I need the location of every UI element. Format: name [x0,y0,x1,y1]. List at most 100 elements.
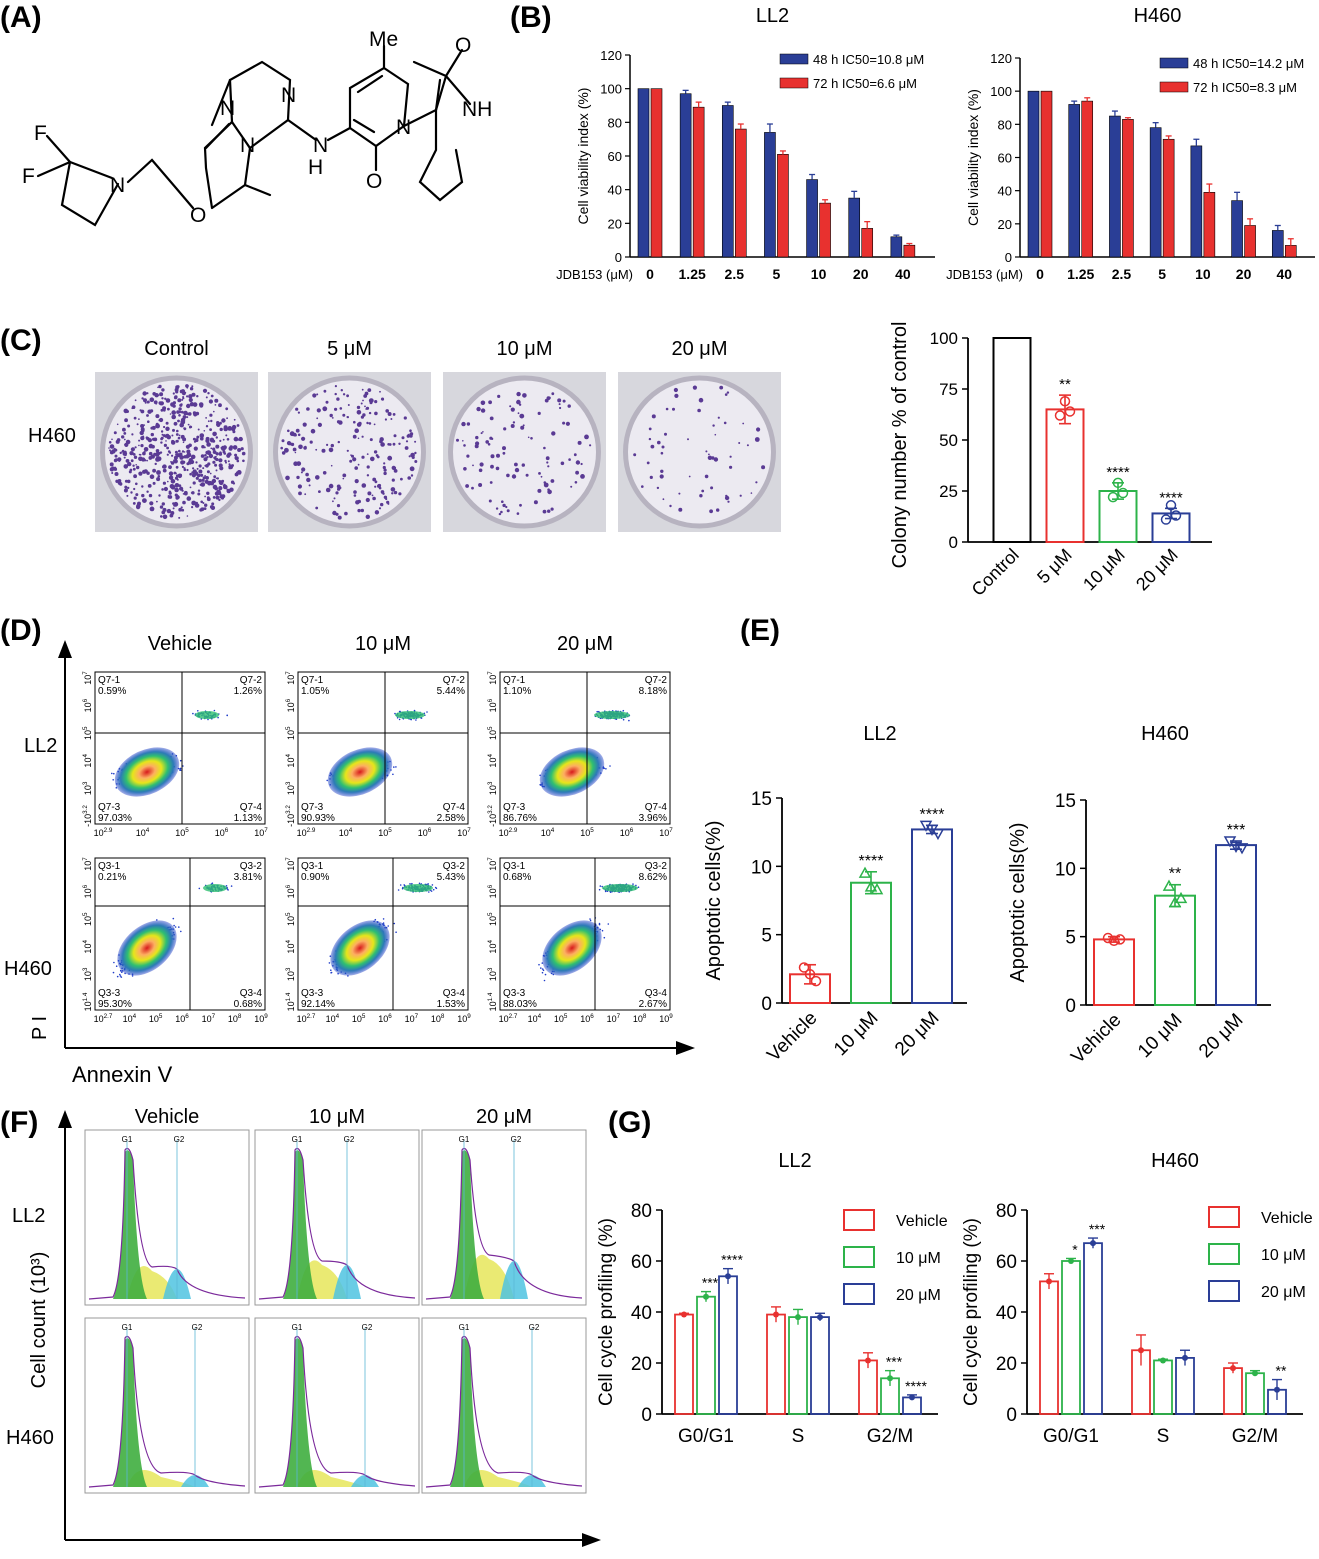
significance-label: ** [1169,866,1181,883]
g1-label: G1 [459,1323,470,1332]
x-tick-label: 10 [811,266,827,282]
quadrant-name: Q7-3 [301,802,324,813]
apoptosis-point [804,969,816,980]
g1-label: G1 [122,1135,133,1144]
flow-y-tick: 105 [82,912,93,926]
hist-outline [88,1147,246,1300]
x-tick-label: 10 μM [1134,1010,1186,1062]
viability-bar [1122,119,1134,258]
apoptosis-bar [1093,938,1135,1007]
y-tick-label: 40 [631,1303,652,1324]
quadrant-value: 0.21% [98,872,126,883]
g2-label: G2 [511,1135,522,1144]
quadrant-value: 3.96% [639,813,667,824]
apoptosis-point [858,866,872,878]
flow-y-tick: 104 [82,940,93,954]
atom-f2: F [22,165,35,188]
flow-cluster [195,711,219,719]
viability-bar [1109,115,1121,258]
apoptosis-title: LL2 [863,723,896,745]
legend-label: 72 h IC50=8.3 μM [1193,80,1297,95]
flow-y-tick: 103 [82,781,93,795]
x-tick-label: 20 [853,266,869,282]
significance-label: ** [1276,1363,1287,1379]
y-tick-label: 60 [996,1252,1017,1273]
quadrant-name: Q3-1 [503,861,526,872]
atom-f1: F [34,122,47,145]
significance-label: **** [1159,489,1183,506]
panel-c-colony: H460 Control 5 μM 10 μM 20 μM [28,338,781,532]
flow-y-tick: 107 [487,671,498,685]
legend-swatch [843,1283,875,1305]
viability-bar [890,236,903,258]
x-tick-label: G2/M [867,1426,913,1447]
g2-label: G2 [344,1135,355,1144]
colony-point [1059,395,1071,407]
y-tick-label: 15 [1055,791,1076,812]
flow-x-tick: 107 [659,827,673,838]
quadrant-value: 95.30% [98,999,132,1010]
cellcycle-point [1068,1258,1074,1264]
flow-x-tick: 105 [175,827,189,838]
legend-label: 48 h IC50=10.8 μM [813,52,924,67]
quadrant-name: Q3-3 [301,988,324,999]
flow-x-tick: 107 [405,1013,419,1024]
viability-bar [679,93,692,258]
cellcycle-bar [858,1359,878,1415]
viability-bar [819,202,831,258]
cellcycle-title: H460 [1151,1150,1199,1172]
viability-bar [637,88,650,258]
cellcycle-bar [696,1295,716,1415]
flow-y-tick: 105 [285,912,296,926]
x-tick-label: 2.5 [725,266,745,282]
panel-letter-b: (B) [510,1,552,34]
significance-label: **** [1106,464,1130,481]
flow-y-tick: 104 [82,754,93,768]
panel-letter-c: (C) [0,324,42,357]
flow-col-label: 10 μM [355,633,411,655]
flow-x-tick: 106 [580,1013,594,1024]
legend-swatch [1159,57,1189,69]
flow-x-tick: 109 [457,1013,471,1024]
cellcycle-bar [810,1316,830,1415]
x-tick-label: 20 μM [891,1008,943,1060]
cellcycle-point [909,1394,915,1401]
apoptosis-bar [1154,894,1196,1007]
quadrant-name: Q3-4 [240,988,263,999]
x-tick-label: 40 [1276,266,1292,282]
viability-bar [1149,127,1162,258]
x-tick-label: G0/G1 [678,1426,734,1447]
panel-letter-e: (E) [740,614,780,647]
y-tick-label: 120 [600,48,622,63]
significance-label: **** [859,853,884,870]
flow-row-label: LL2 [24,735,57,757]
colony-row-label: H460 [28,425,76,447]
cellcycle-bar [788,1316,808,1415]
viability-bar [848,197,861,258]
colony-dots [456,391,592,516]
apoptosis-point [1223,836,1237,848]
flow-col-label: 20 μM [557,633,613,655]
viability-bar [777,154,789,258]
quadrant-value: 1.53% [437,999,465,1010]
legend-label: 20 μM [1261,1284,1306,1301]
flow-x-tick: 106 [620,827,634,838]
flow-x-tick: 102.9 [94,827,113,838]
viability-ylabel: Cell viability index (%) [575,88,591,225]
flow-cluster [594,711,630,719]
significance-label: * [1072,1241,1078,1257]
quadrant-value: 8.62% [639,872,667,883]
significance-label: *** [1089,1221,1106,1237]
quadrant-name: Q3-2 [645,861,668,872]
quadrant-value: 90.93% [301,813,335,824]
flow-x-tick: 102.7 [94,1013,113,1024]
viability-bar [903,244,916,258]
viability-bar [1027,90,1040,258]
hist-outline [258,1147,416,1300]
atom-n4: N [281,84,296,107]
colony-bar [1045,408,1085,543]
flow-x-tick: 104 [326,1013,340,1024]
flow-density [114,747,180,797]
legend-label: 10 μM [896,1250,941,1267]
